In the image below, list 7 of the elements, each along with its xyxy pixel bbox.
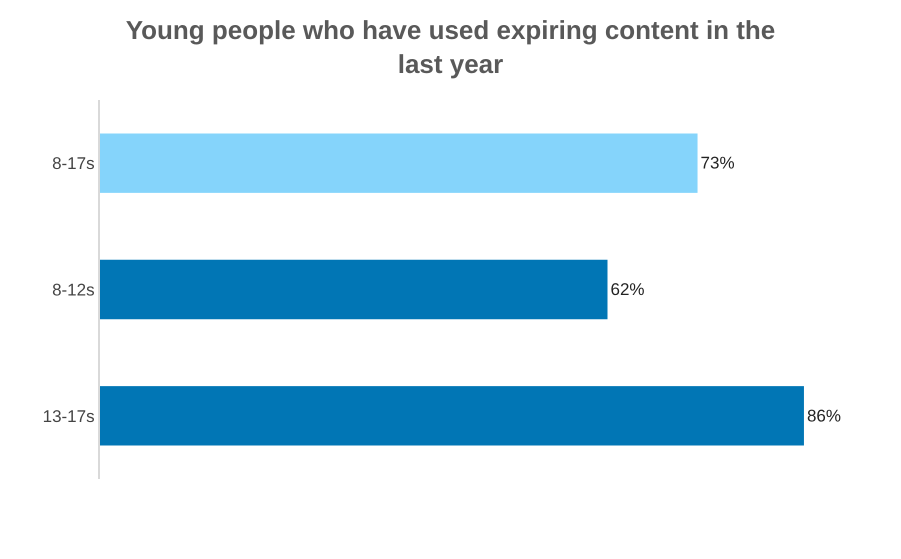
chart-title: Young people who have used expiring content in the last year — [126, 15, 776, 79]
data-label: 62% — [610, 280, 645, 299]
y-tick-label: 8-12s — [52, 280, 95, 300]
y-tick-label: 13-17s — [42, 406, 95, 426]
y-tick-label: 8-17s — [52, 154, 95, 174]
data-label: 86% — [806, 406, 841, 426]
data-label: 73% — [700, 154, 735, 173]
